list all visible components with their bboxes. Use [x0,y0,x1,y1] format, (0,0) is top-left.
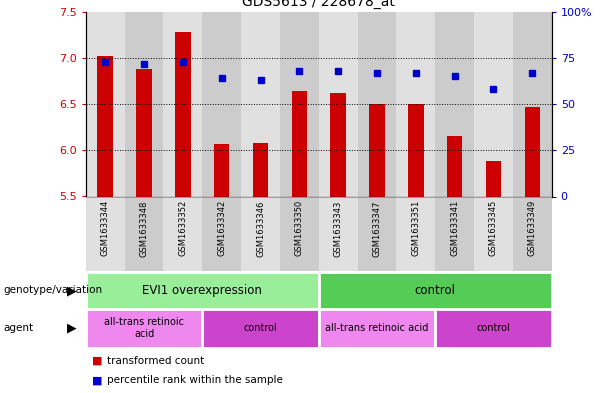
Bar [369,104,385,196]
Bar [86,272,319,309]
Text: ▶: ▶ [67,321,77,335]
Text: control: control [415,284,455,297]
Bar [241,12,280,196]
Text: GSM1633342: GSM1633342 [217,200,226,257]
Bar [513,12,552,196]
Bar [435,12,474,196]
Bar [86,309,202,348]
Text: all-trans retinoic
acid: all-trans retinoic acid [104,318,184,339]
Bar [319,309,435,348]
Text: GSM1633350: GSM1633350 [295,200,304,257]
Text: percentile rank within the sample: percentile rank within the sample [107,375,283,386]
Bar [485,162,501,196]
Bar [164,12,202,196]
Bar [202,12,241,196]
Bar [357,12,397,196]
Bar [86,12,124,196]
Bar [202,309,319,348]
Text: GSM1633345: GSM1633345 [489,200,498,257]
Bar [435,196,474,271]
Bar [86,196,124,271]
Text: GSM1633346: GSM1633346 [256,200,265,257]
Text: ▶: ▶ [67,284,77,297]
Text: control: control [476,323,511,333]
Text: GSM1633352: GSM1633352 [178,200,188,257]
Bar [175,32,191,196]
Bar [241,196,280,271]
Bar [319,272,552,309]
Text: EVI1 overexpression: EVI1 overexpression [142,284,262,297]
Text: control: control [243,323,278,333]
Bar [280,12,319,196]
Text: GSM1633344: GSM1633344 [101,200,110,257]
Bar [97,56,113,196]
Text: GSM1633351: GSM1633351 [411,200,421,257]
Text: ■: ■ [92,356,102,366]
Bar [136,69,152,196]
Bar [408,104,424,196]
Bar [397,196,435,271]
Bar [474,196,513,271]
Bar [202,196,241,271]
Text: GSM1633348: GSM1633348 [140,200,148,257]
Bar [319,196,357,271]
Bar [214,144,229,196]
Text: genotype/variation: genotype/variation [3,285,102,296]
Bar [164,196,202,271]
Text: GSM1633349: GSM1633349 [528,200,537,257]
Bar [280,196,319,271]
Text: GSM1633341: GSM1633341 [450,200,459,257]
Text: transformed count: transformed count [107,356,205,366]
Bar [397,12,435,196]
Bar [253,143,268,196]
Text: GSM1633343: GSM1633343 [333,200,343,257]
Bar [330,93,346,196]
Bar [447,136,462,196]
Bar [357,196,397,271]
Bar [319,12,357,196]
Text: ■: ■ [92,375,102,386]
Bar [435,309,552,348]
Bar [525,107,540,196]
Bar [513,196,552,271]
Text: all-trans retinoic acid: all-trans retinoic acid [326,323,428,333]
Text: GSM1633347: GSM1633347 [373,200,381,257]
Bar [474,12,513,196]
Bar [124,12,164,196]
Text: agent: agent [3,323,33,333]
Bar [124,196,164,271]
Title: GDS5613 / 228678_at: GDS5613 / 228678_at [242,0,395,9]
Bar [292,91,307,196]
